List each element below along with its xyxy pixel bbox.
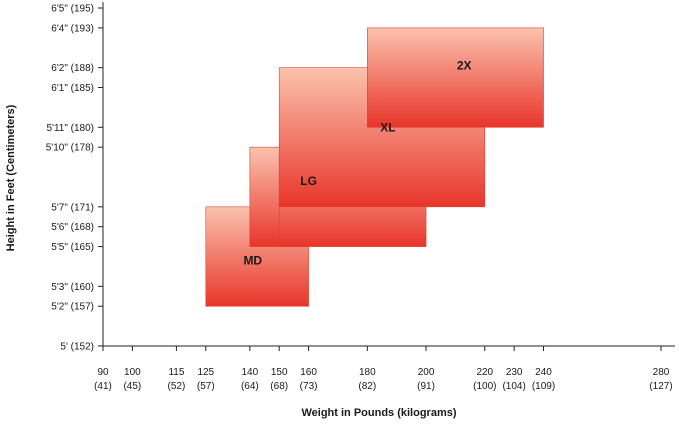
x-tick-label: 240 xyxy=(535,367,552,378)
x-tick-sublabel: (73) xyxy=(300,381,318,392)
x-tick-label: 125 xyxy=(197,367,214,378)
y-tick-label: 6'4" (193) xyxy=(51,23,94,34)
x-tick-sublabel: (127) xyxy=(649,381,672,392)
x-axis-title: Weight in Pounds (kilograms) xyxy=(301,407,456,419)
x-tick-label: 280 xyxy=(653,367,670,378)
axes xyxy=(102,2,675,347)
x-tick-label: 115 xyxy=(168,367,184,378)
x-tick-sublabel: (45) xyxy=(123,381,141,392)
y-tick-label: 5'10" (178) xyxy=(46,143,94,154)
size-label-xl: XL xyxy=(380,120,395,134)
y-tick-label: 5'7" (171) xyxy=(51,202,94,213)
y-axis-ticks: 6'5" (195) 6'4" (193) 6'2" (188) 6'1" (185)… xyxy=(46,4,103,353)
x-tick-label: 100 xyxy=(124,367,141,378)
y-tick-label: 5'3" (160) xyxy=(51,282,94,293)
y-axis-title: Height in Feet (Centimeters) xyxy=(5,104,17,251)
x-tick-sublabel: (104) xyxy=(502,381,525,392)
x-tick-label: 200 xyxy=(418,367,435,378)
x-tick-sublabel: (109) xyxy=(532,381,555,392)
size-label-lg: LG xyxy=(300,174,317,188)
x-tick-label: 180 xyxy=(359,367,376,378)
y-tick-label: 5'5" (165) xyxy=(51,242,94,253)
x-tick-sublabel: (52) xyxy=(168,381,186,392)
y-tick-label: 5'2" (157) xyxy=(51,302,94,313)
x-tick-label: 160 xyxy=(300,367,317,378)
x-tick-label: 230 xyxy=(506,367,523,378)
x-tick-sublabel: (57) xyxy=(197,381,215,392)
size-boxes xyxy=(205,27,544,307)
x-tick-label: 150 xyxy=(271,367,288,378)
size-label-md: MD xyxy=(243,254,262,268)
x-tick-sublabel: (91) xyxy=(417,381,435,392)
y-tick-label: 6'1" (185) xyxy=(51,83,94,94)
y-tick-label: 5' (152) xyxy=(60,342,94,353)
size-label-2x: 2X xyxy=(457,59,472,73)
x-tick-label: 140 xyxy=(241,367,258,378)
x-tick-sublabel: (100) xyxy=(473,381,496,392)
y-tick-label: 5'6" (168) xyxy=(51,222,94,233)
x-tick-sublabel: (68) xyxy=(270,381,288,392)
x-tick-label: 90 xyxy=(97,367,109,378)
x-axis-ticks: 90 (41) 100 (45) 115 (52) 125 (57) 140 (64) 150 (68… xyxy=(94,346,673,392)
y-tick-label: 6'2" (188) xyxy=(51,63,94,74)
y-tick-label: 6'5" (195) xyxy=(51,4,94,15)
y-tick-label: 5'11" (180) xyxy=(46,123,94,134)
x-tick-label: 220 xyxy=(476,367,493,378)
x-tick-sublabel: (64) xyxy=(241,381,259,392)
size-box-2x xyxy=(367,27,544,128)
x-tick-sublabel: (82) xyxy=(358,381,376,392)
x-tick-sublabel: (41) xyxy=(94,381,112,392)
size-labels: MD LG XL 2X xyxy=(243,59,471,268)
